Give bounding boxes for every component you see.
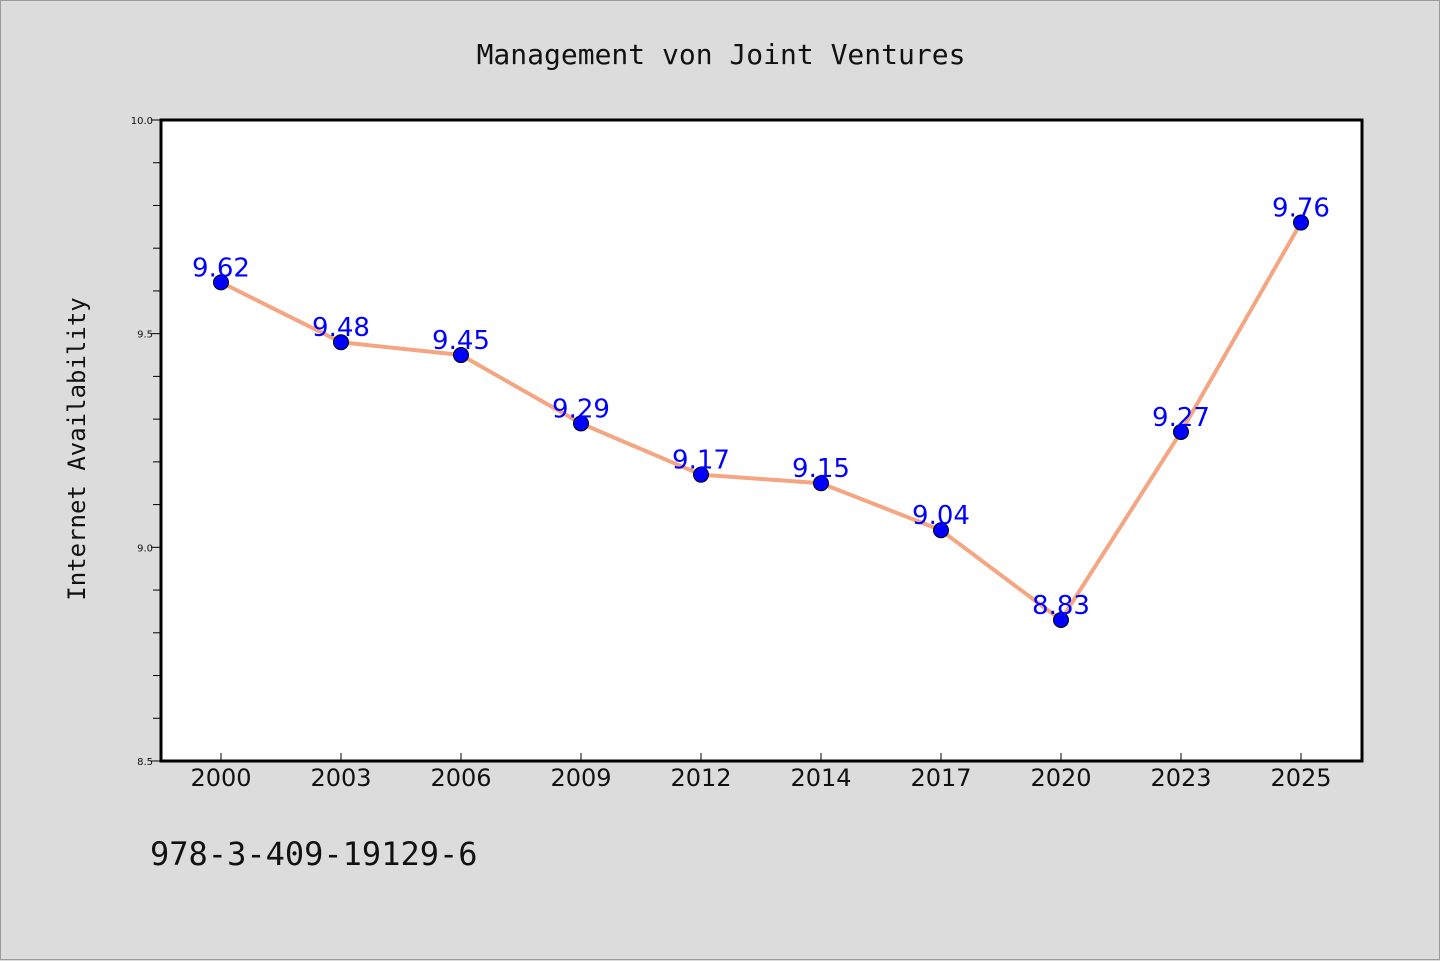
y-axis: 8.5 9.0 9.5 10.0 <box>131 116 161 768</box>
data-label: 9.04 <box>912 501 970 531</box>
data-label: 9.29 <box>552 394 610 424</box>
x-tick-label: 2003 <box>310 764 371 792</box>
data-label: 9.62 <box>192 253 250 283</box>
data-point <box>1053 611 1069 628</box>
x-tick-label: 2006 <box>430 764 491 792</box>
isbn-label: 978-3-409-19129-6 <box>150 835 478 873</box>
data-label: 9.15 <box>792 454 850 484</box>
data-point <box>573 415 589 432</box>
data-label: 8.83 <box>1032 591 1090 621</box>
data-point <box>693 466 709 483</box>
x-tick-label: 2017 <box>910 764 971 792</box>
x-tick-label: 2023 <box>1150 764 1211 792</box>
x-tick-label: 2009 <box>550 764 611 792</box>
data-label: 9.17 <box>672 446 730 476</box>
x-tick-label: 2012 <box>670 764 731 792</box>
x-tick-label: 2020 <box>1030 764 1091 792</box>
x-axis: 2000 2003 2006 2009 2012 2014 2017 2020 2023 2025 <box>190 753 1332 792</box>
data-label: 9.76 <box>1272 194 1330 224</box>
plot-area <box>159 118 1364 763</box>
data-label: 9.45 <box>432 326 490 356</box>
data-point <box>213 274 229 291</box>
data-label: 9.48 <box>312 313 370 343</box>
y-axis-label: Internet Availability <box>63 297 91 600</box>
y-tick-label: 8.5 <box>137 757 153 768</box>
chart-title: Management von Joint Ventures <box>477 38 966 71</box>
x-tick-label: 2025 <box>1270 764 1331 792</box>
x-tick-label: 2000 <box>190 764 251 792</box>
y-tick-label: 9.5 <box>137 330 153 341</box>
data-point <box>813 475 829 492</box>
data-point <box>1293 214 1309 231</box>
data-label: 9.27 <box>1152 403 1210 433</box>
data-point <box>1173 423 1189 440</box>
y-tick-label: 10.0 <box>131 116 153 127</box>
series-line <box>220 221 1303 622</box>
data-point <box>453 347 469 364</box>
data-point <box>333 334 349 351</box>
data-point <box>933 522 949 539</box>
y-tick-label: 9.0 <box>137 543 153 554</box>
x-tick-label: 2014 <box>790 764 851 792</box>
series-layer: 9.62 9.48 9.45 9.29 9.17 9.15 9.04 8.83 9.27 9.76 <box>192 194 1330 628</box>
